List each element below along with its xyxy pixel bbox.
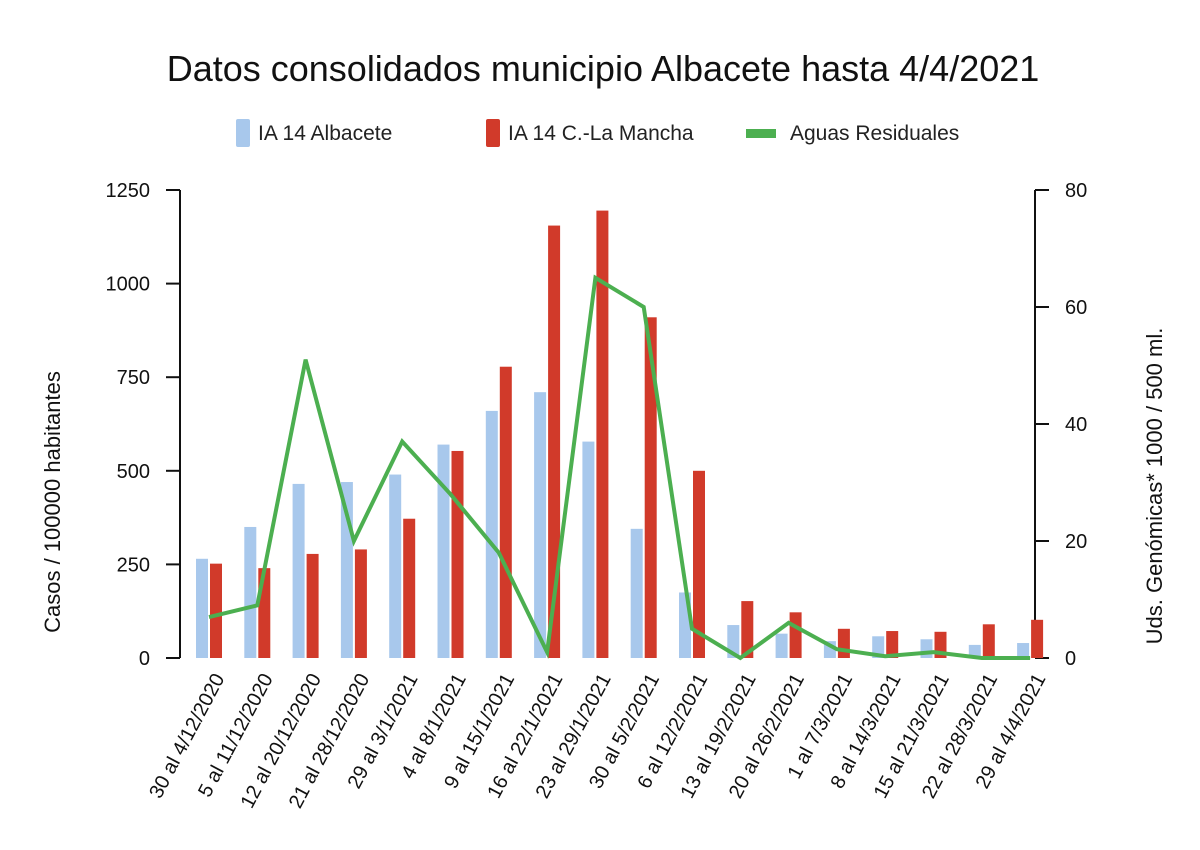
- bar-clm-17: [1031, 619, 1044, 658]
- bar-albacete-8: [582, 441, 595, 658]
- bar-albacete-5: [437, 444, 450, 658]
- right-tick-label: 80: [1065, 180, 1087, 202]
- right-y-axis-label: Uds. Genómicas* 1000 / 500 ml.: [1142, 328, 1167, 645]
- legend: IA 14 Albacete IA 14 C.-La Mancha Aguas Re…: [236, 119, 959, 147]
- bar-clm-5: [451, 450, 464, 658]
- left-y-axis: 0 250 500 750 1000 1250: [106, 180, 181, 670]
- bar-albacete-12: [775, 633, 788, 658]
- left-tick-label: 500: [117, 461, 150, 483]
- left-tick-label: 0: [139, 648, 150, 670]
- bar-albacete-7: [534, 392, 547, 658]
- bar-clm-9: [644, 317, 657, 658]
- bar-albacete-0: [196, 558, 208, 658]
- bar-clm-4: [403, 518, 416, 658]
- line-series: [208, 274, 1031, 661]
- bar-albacete-16: [968, 644, 981, 658]
- bar-clm-6: [499, 366, 512, 658]
- bar-clm-7: [548, 225, 561, 658]
- right-tick-label: 40: [1065, 414, 1087, 436]
- bar-albacete-14: [872, 636, 885, 658]
- legend-label: IA 14 Albacete: [258, 122, 392, 145]
- left-tick-label: 1000: [106, 274, 151, 296]
- bar-clm-10: [693, 470, 705, 658]
- right-y-axis: 0 20 40 60 80: [1034, 180, 1087, 670]
- bar-albacete-2: [292, 483, 305, 658]
- bar-clm-14: [886, 631, 899, 658]
- left-tick-label: 750: [117, 367, 150, 389]
- aguas-residuales-line: [208, 274, 1031, 661]
- bar-clm-0: [210, 563, 222, 658]
- left-tick-label: 250: [117, 554, 150, 576]
- legend-label: Aguas Residuales: [790, 122, 959, 145]
- right-tick-label: 0: [1065, 648, 1076, 670]
- bar-clm-13: [837, 628, 850, 658]
- legend-swatch: [236, 119, 250, 147]
- bar-clm-3: [354, 549, 367, 658]
- legend-swatch: [746, 129, 776, 138]
- legend-swatch: [486, 119, 500, 147]
- bar-albacete-4: [389, 474, 402, 658]
- bar-clm-16: [982, 624, 995, 658]
- bar-clm-2: [306, 553, 319, 658]
- bar-albacete-1: [244, 526, 257, 658]
- bar-clm-12: [789, 612, 802, 658]
- chart-title: Datos consolidados municipio Albacete ha…: [167, 48, 1040, 89]
- bar-albacete-15: [920, 639, 933, 658]
- bar-albacete-6: [485, 410, 498, 658]
- bar-series: [196, 210, 1044, 659]
- legend-label: IA 14 C.-La Mancha: [508, 122, 694, 145]
- bar-clm-11: [741, 601, 754, 658]
- bar-clm-8: [596, 210, 609, 659]
- left-y-axis-label: Casos / 100000 habitantes: [40, 371, 65, 633]
- left-tick-label: 1250: [106, 180, 151, 202]
- right-tick-label: 60: [1065, 297, 1087, 319]
- right-tick-label: 20: [1065, 531, 1087, 553]
- bar-albacete-9: [630, 528, 643, 658]
- bar-albacete-17: [1017, 643, 1030, 658]
